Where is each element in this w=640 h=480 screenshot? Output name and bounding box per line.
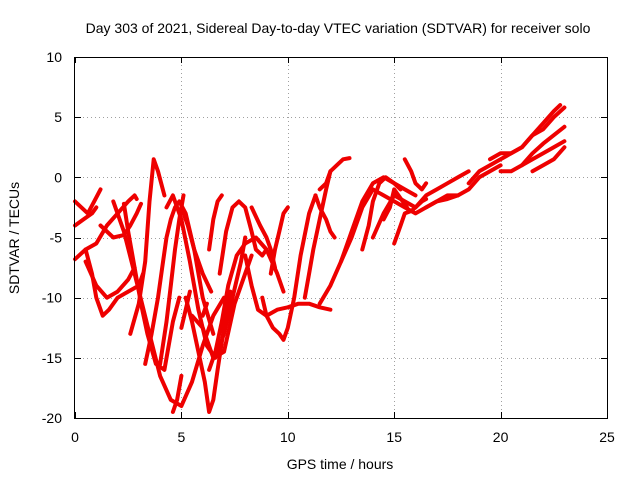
series-pass-20 [207,193,224,252]
y-tick-label: -15 [42,350,62,366]
x-tick-label: 25 [599,429,615,445]
series-pass-26 [302,169,333,300]
series-pass-35 [402,157,429,192]
series-pass-1 [73,193,139,262]
axis-ticks: 0 5 10 15 20 25 -20 -15 -10 -5 0 5 10 [42,49,615,445]
series-pass-36 [424,163,503,210]
x-tick-label: 10 [280,429,296,445]
series-pass-27 [317,156,352,192]
series-pass-21 [217,199,269,276]
series-pass-16 [183,289,233,414]
series-pass-5 [83,259,137,300]
series-pass-40 [519,139,567,168]
y-axis-label: SDTVAR / TECUs [6,182,22,294]
series-pass-15 [179,205,214,294]
series-pass-41 [530,145,567,174]
series-pass-28 [313,193,337,240]
series-pass-17 [190,253,254,360]
series-pass-2 [73,187,103,216]
series-pass-39 [498,124,567,174]
series-pass-18 [200,301,209,318]
y-tick-label: 5 [54,109,62,125]
series-pass-8 [121,201,182,372]
series-pass-34 [392,197,429,246]
y-tick-label: -20 [42,410,62,426]
x-axis-label: GPS time / hours [287,456,394,472]
y-tick-label: -10 [42,290,62,306]
series-pass-9 [128,157,167,336]
x-tick-label: 20 [493,429,509,445]
series-pass-25 [260,193,318,342]
series-pass-14 [179,289,192,330]
y-tick-label: 0 [54,169,62,185]
x-tick-label: 0 [71,429,79,445]
series-pass-22 [243,253,333,318]
series-pass-12 [164,193,248,360]
x-tick-label: 15 [386,429,402,445]
data-series [73,103,567,414]
series-pass-38 [488,105,567,162]
x-tick-label: 5 [178,429,186,445]
series-pass-13 [170,373,184,414]
chart-title: Day 303 of 2021, Sidereal Day-to-day VTE… [86,20,591,36]
series-pass-31 [360,175,403,252]
series-pass-33 [381,187,409,222]
series-pass-24 [268,205,290,276]
y-tick-label: -5 [50,230,63,246]
series-pass-3 [73,205,99,228]
plot-frame [74,57,608,419]
y-tick-label: 10 [46,49,62,65]
